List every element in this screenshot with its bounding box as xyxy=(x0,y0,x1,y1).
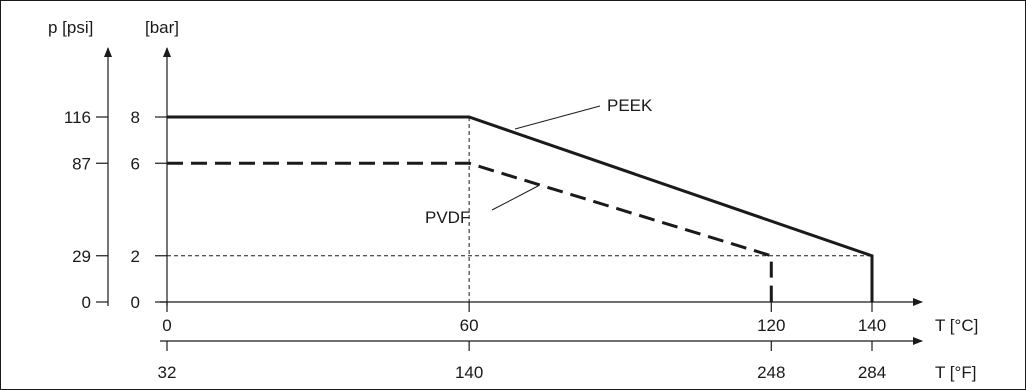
peek-series-label: PEEK xyxy=(607,96,653,115)
series-line-pvdf xyxy=(167,161,773,302)
x-axis-celsius-label: T [°C] xyxy=(935,316,978,335)
right-y-axis-label: [bar] xyxy=(145,18,179,37)
left-y-tick-label: 87 xyxy=(72,154,91,173)
right-y-tick-label: 6 xyxy=(131,154,140,173)
series-line-peek xyxy=(167,115,874,302)
right-y-tick-label: 8 xyxy=(131,108,140,127)
right-y-tick-label: 2 xyxy=(131,247,140,266)
left-y-tick-label: 29 xyxy=(72,247,91,266)
celsius-tick-label: 0 xyxy=(162,316,171,335)
celsius-ticks: 0 60 120 140 xyxy=(162,302,886,335)
left-y-tick-label: 0 xyxy=(82,293,91,312)
celsius-tick-label: 120 xyxy=(757,316,785,335)
celsius-tick-label: 60 xyxy=(460,316,479,335)
fahrenheit-tick-label: 32 xyxy=(158,363,177,382)
left-y-tick-label: 116 xyxy=(64,108,91,127)
peek-label-leader xyxy=(514,105,601,130)
reference-guides xyxy=(167,117,872,302)
fahrenheit-tick-label: 284 xyxy=(858,363,886,382)
left-y-ticks: 116 87 29 0 xyxy=(64,108,108,312)
left-y-axis-label: p [psi] xyxy=(48,18,93,37)
fahrenheit-tick-label: 140 xyxy=(455,363,483,382)
pvdf-series-label: PVDF xyxy=(425,208,470,227)
right-y-tick-label: 0 xyxy=(131,293,140,312)
fahrenheit-tick-label: 248 xyxy=(757,363,785,382)
pvdf-label-leader xyxy=(491,185,539,211)
x-axis-fahrenheit-label: T [°F] xyxy=(935,363,976,382)
fahrenheit-ticks: 32 140 248 284 xyxy=(158,341,886,382)
celsius-tick-label: 140 xyxy=(858,316,886,335)
right-y-ticks: 8 6 2 0 xyxy=(131,108,167,312)
